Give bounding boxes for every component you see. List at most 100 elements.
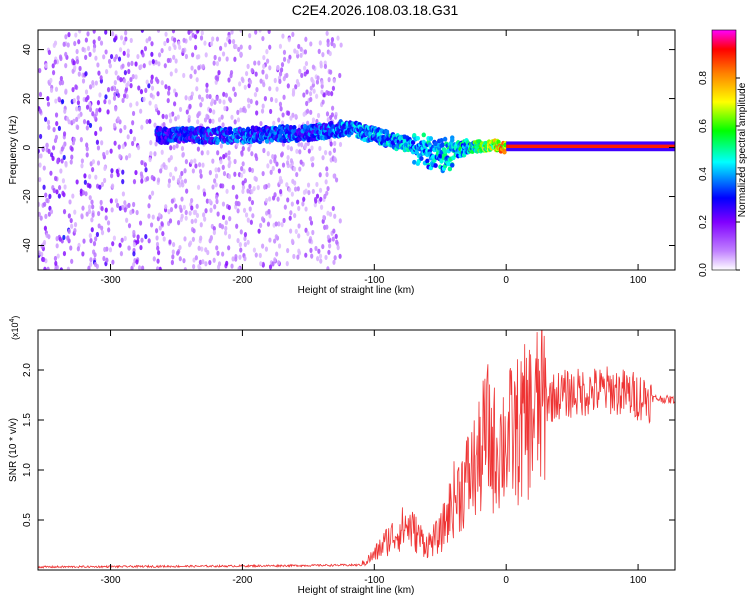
spectrogram-cell bbox=[239, 51, 243, 57]
colorbar-tick-label: 0.0 bbox=[698, 263, 709, 277]
spectrogram-cell bbox=[167, 178, 172, 184]
spectrogram-cell bbox=[140, 124, 144, 130]
spectrogram-cell bbox=[433, 141, 438, 147]
spectrogram-cell bbox=[161, 230, 165, 237]
spectrogram-cell bbox=[178, 204, 182, 210]
spectrogram-cell bbox=[331, 236, 335, 242]
spectrogram-cell bbox=[196, 119, 200, 125]
spectrogram-cell bbox=[299, 46, 303, 52]
spectrogram-cell bbox=[252, 186, 256, 192]
spectrogram-cell bbox=[280, 222, 284, 228]
spectrogram-cell bbox=[94, 130, 98, 137]
spectrogram-cell bbox=[188, 103, 192, 110]
spectrogram-cell bbox=[191, 168, 195, 174]
spectrogram-cell bbox=[215, 61, 220, 67]
spectrogram-cell bbox=[140, 237, 144, 243]
spectrogram-cell bbox=[140, 30, 144, 33]
spectrogram-cell bbox=[278, 101, 283, 107]
spectrogram-cell bbox=[212, 229, 216, 236]
spectrogram-cell bbox=[289, 228, 293, 234]
spectrogram-cell bbox=[225, 260, 229, 266]
spectrogram-cell bbox=[331, 105, 335, 111]
spectrogram-cell bbox=[181, 151, 185, 158]
spectrogram-cell bbox=[112, 122, 117, 129]
spectrogram-cell bbox=[145, 176, 150, 182]
spectrogram-cell bbox=[116, 75, 120, 81]
spectrogram-cell bbox=[333, 114, 338, 120]
spectrogram-cell bbox=[124, 86, 129, 92]
spectrogram-cell bbox=[155, 241, 160, 247]
spectrogram-cell bbox=[51, 70, 56, 76]
spectrogram-cell bbox=[305, 69, 309, 75]
spectrogram-cell bbox=[205, 113, 209, 119]
spectrogram-x-tick-label: 0 bbox=[503, 275, 509, 286]
spectrogram-cell bbox=[121, 204, 125, 211]
spectrogram-cell bbox=[308, 215, 312, 222]
spectrogram-cell bbox=[268, 264, 273, 270]
spectrogram-cell bbox=[219, 159, 223, 165]
spectrogram-cell bbox=[255, 87, 259, 93]
colorbar-label: Normalized spectral amplitude bbox=[737, 82, 748, 217]
spectrogram-cell bbox=[318, 145, 322, 152]
spectrogram-cell bbox=[285, 72, 289, 79]
spectrogram-cell bbox=[64, 88, 68, 94]
spectrogram-cell bbox=[100, 225, 104, 231]
spectrogram-cell bbox=[71, 193, 75, 199]
spectrogram-cell bbox=[38, 162, 42, 168]
spectrogram-cell bbox=[130, 60, 134, 66]
spectrogram-cell bbox=[281, 33, 285, 39]
spectrogram-cell bbox=[221, 183, 225, 189]
spectrogram-cell bbox=[209, 207, 213, 213]
spectrogram-cell bbox=[251, 213, 255, 219]
spectrogram-cell bbox=[291, 31, 295, 38]
spectrogram-cell bbox=[166, 37, 170, 44]
spectrogram-cell bbox=[121, 169, 125, 175]
spectrogram-cell bbox=[304, 252, 308, 258]
spectrogram-cell bbox=[230, 30, 234, 35]
spectrogram-cell bbox=[38, 250, 41, 256]
spectrogram-cell bbox=[127, 245, 131, 251]
spectrogram-cell bbox=[221, 201, 226, 207]
spectrogram-cell bbox=[246, 239, 250, 245]
spectrogram-cell bbox=[214, 194, 219, 200]
spectrogram-cell bbox=[238, 242, 242, 248]
spectrogram-cell bbox=[244, 70, 249, 77]
spectrogram-cell bbox=[57, 125, 61, 131]
snr-y-label: SNR (10 * v/v) bbox=[8, 418, 19, 482]
spectrogram-cell bbox=[107, 58, 112, 65]
spectrogram-cell bbox=[242, 207, 247, 213]
spectrogram-cell bbox=[38, 91, 43, 97]
spectrogram-cell bbox=[255, 110, 259, 116]
spectrogram-cell bbox=[309, 156, 314, 162]
spectrogram-cell bbox=[311, 229, 315, 236]
spectrogram-cell bbox=[233, 119, 237, 125]
spectrogram-cell bbox=[96, 62, 100, 68]
snr-multiplier-exp: 4 bbox=[9, 318, 16, 322]
spectrogram-cell bbox=[256, 184, 260, 191]
spectrogram-cell bbox=[292, 166, 297, 172]
spectrogram-cell bbox=[155, 266, 160, 270]
spectrogram-cell bbox=[144, 167, 148, 173]
spectrogram-cell bbox=[282, 56, 287, 62]
spectrogram-cell bbox=[184, 53, 189, 60]
spectrogram-cell bbox=[318, 187, 323, 193]
spectrogram-cell bbox=[298, 149, 302, 155]
spectrogram-cell bbox=[324, 179, 328, 185]
spectrogram-cell bbox=[102, 151, 106, 158]
spectrogram-cell bbox=[271, 165, 275, 172]
spectrogram-cell bbox=[319, 60, 323, 66]
spectrogram-cell bbox=[447, 166, 453, 172]
spectrogram-cell bbox=[332, 259, 336, 265]
spectrogram-cell bbox=[82, 119, 87, 125]
spectrogram-cell bbox=[49, 170, 53, 176]
spectrogram-cell bbox=[209, 234, 213, 241]
spectrogram-cell bbox=[192, 257, 196, 263]
spectrogram-cell bbox=[126, 52, 130, 58]
spectrogram-cell bbox=[301, 201, 305, 207]
spectrogram-cell bbox=[90, 199, 94, 205]
spectrogram-y-tick-label: -20 bbox=[22, 189, 33, 204]
spectrogram-cell bbox=[277, 221, 281, 227]
spectrogram-x-tick-label: -200 bbox=[232, 275, 252, 286]
spectrogram-cell bbox=[262, 147, 266, 154]
spectrogram-cell bbox=[260, 108, 265, 114]
